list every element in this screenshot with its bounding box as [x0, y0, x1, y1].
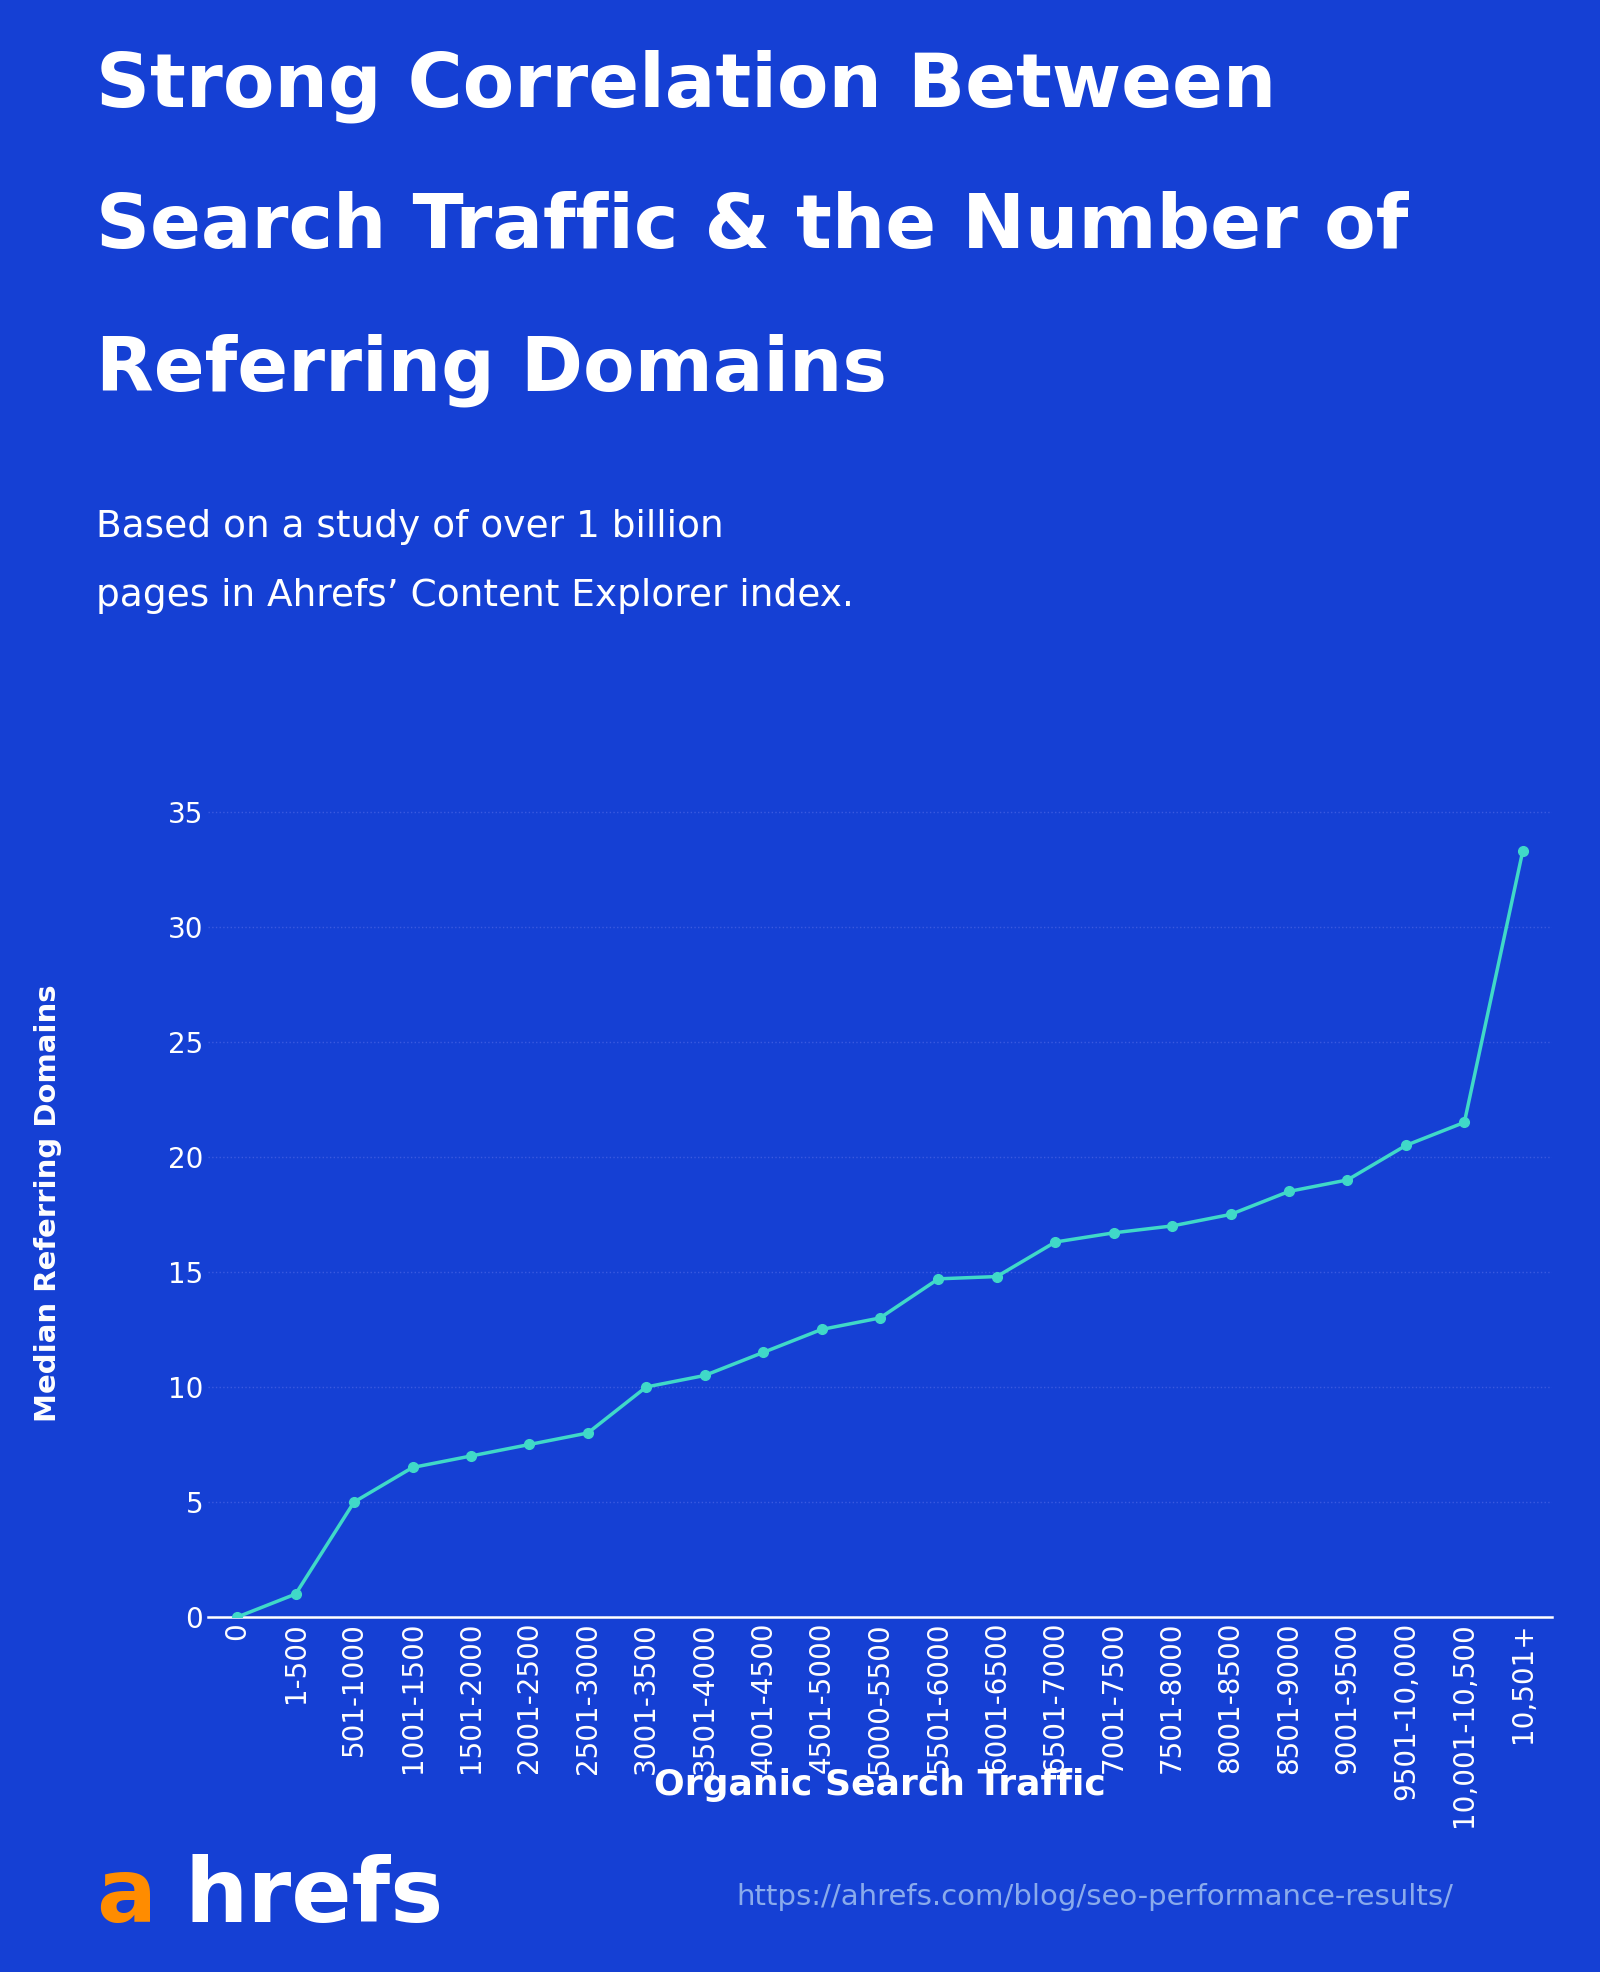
Text: hrefs: hrefs [184, 1854, 443, 1940]
Text: Median Referring Domains: Median Referring Domains [34, 984, 62, 1422]
Text: a: a [96, 1854, 157, 1940]
Text: Based on a study of over 1 billion: Based on a study of over 1 billion [96, 509, 723, 544]
Text: Strong Correlation Between: Strong Correlation Between [96, 49, 1277, 122]
Text: pages in Ahrefs’ Content Explorer index.: pages in Ahrefs’ Content Explorer index. [96, 578, 854, 613]
Text: https://ahrefs.com/blog/seo-performance-results/: https://ahrefs.com/blog/seo-performance-… [736, 1883, 1453, 1911]
Text: Referring Domains: Referring Domains [96, 333, 886, 406]
Text: Organic Search Traffic: Organic Search Traffic [654, 1767, 1106, 1802]
Text: Search Traffic & the Number of: Search Traffic & the Number of [96, 191, 1408, 264]
